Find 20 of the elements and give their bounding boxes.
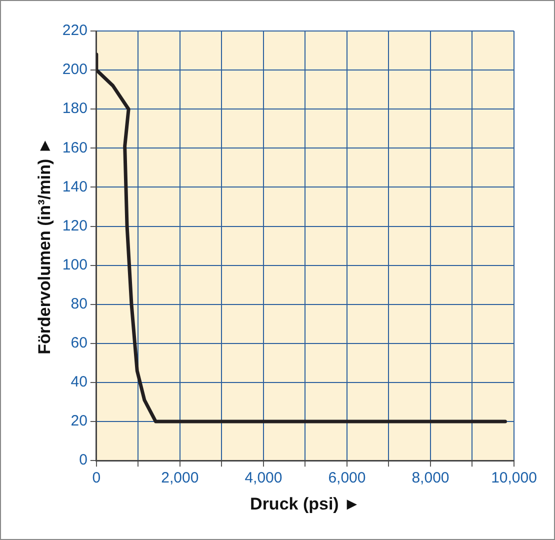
x-tick-label: 2,000 xyxy=(161,470,199,487)
x-tick-label: 4,000 xyxy=(244,470,282,487)
x-tick-label: 0 xyxy=(92,470,101,487)
y-tick-label: 40 xyxy=(70,374,88,391)
y-tick-label: 180 xyxy=(62,100,88,118)
y-axis-title: Fördervolumen (in³/min) ► xyxy=(34,137,54,354)
y-tick-label: 140 xyxy=(62,178,88,196)
y-tick-label: 220 xyxy=(62,22,88,40)
y-tick-label: 160 xyxy=(62,139,88,156)
y-tick-label: 120 xyxy=(62,217,88,234)
x-tick-label: 8,000 xyxy=(412,470,450,487)
y-tick-label: 0 xyxy=(79,452,88,469)
y-tick-label: 20 xyxy=(70,412,88,430)
y-tick-label: 100 xyxy=(62,256,88,274)
y-tick-label: 80 xyxy=(70,296,88,313)
x-axis-title: Druck (psi) ► xyxy=(250,494,360,514)
x-tick-label: 6,000 xyxy=(328,470,366,487)
y-tick-label: 60 xyxy=(70,334,88,352)
y-tick-label: 200 xyxy=(62,61,88,78)
x-tick-label: 10,000 xyxy=(491,470,537,487)
